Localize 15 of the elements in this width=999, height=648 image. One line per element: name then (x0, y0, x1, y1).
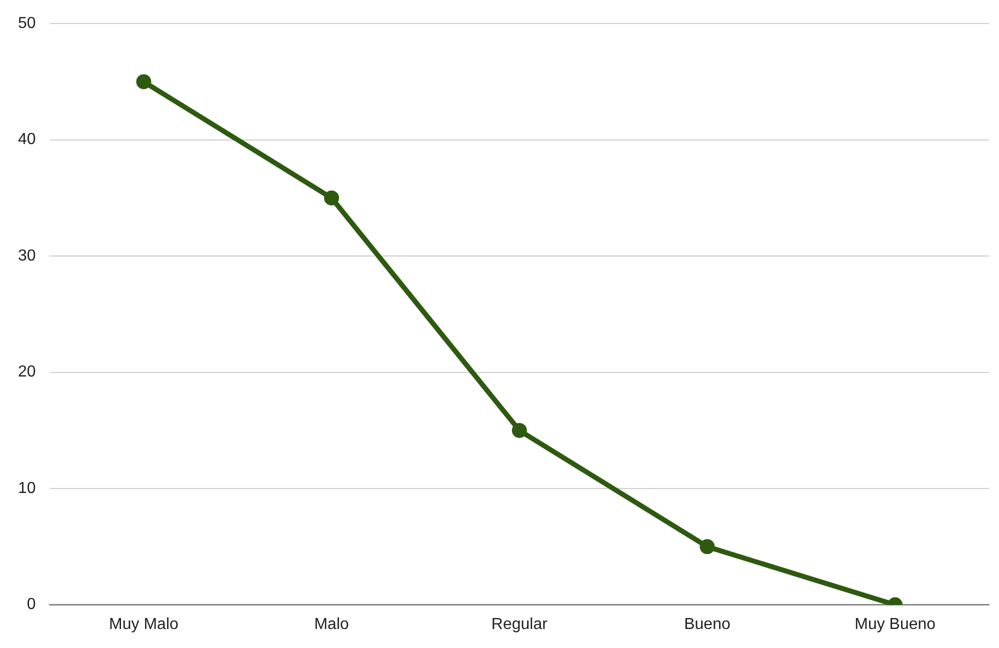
y-tick-label: 20 (18, 364, 36, 381)
point (324, 190, 340, 206)
x-tick-label: Muy Malo (109, 616, 178, 633)
y-tick-label: 10 (18, 480, 36, 497)
x-tick-label: Regular (491, 616, 548, 633)
point (136, 74, 152, 90)
y-tick-label: 40 (18, 131, 36, 148)
x-tick-label: Muy Bueno (854, 616, 936, 633)
x-tick-label: Malo (314, 616, 349, 633)
x-tick-label: Bueno (684, 616, 730, 633)
y-tick-label: 50 (18, 15, 36, 32)
point (700, 539, 715, 554)
point (512, 422, 527, 438)
y-tick-label: 0 (26, 596, 36, 614)
y-tick-label: 30 (18, 247, 36, 264)
